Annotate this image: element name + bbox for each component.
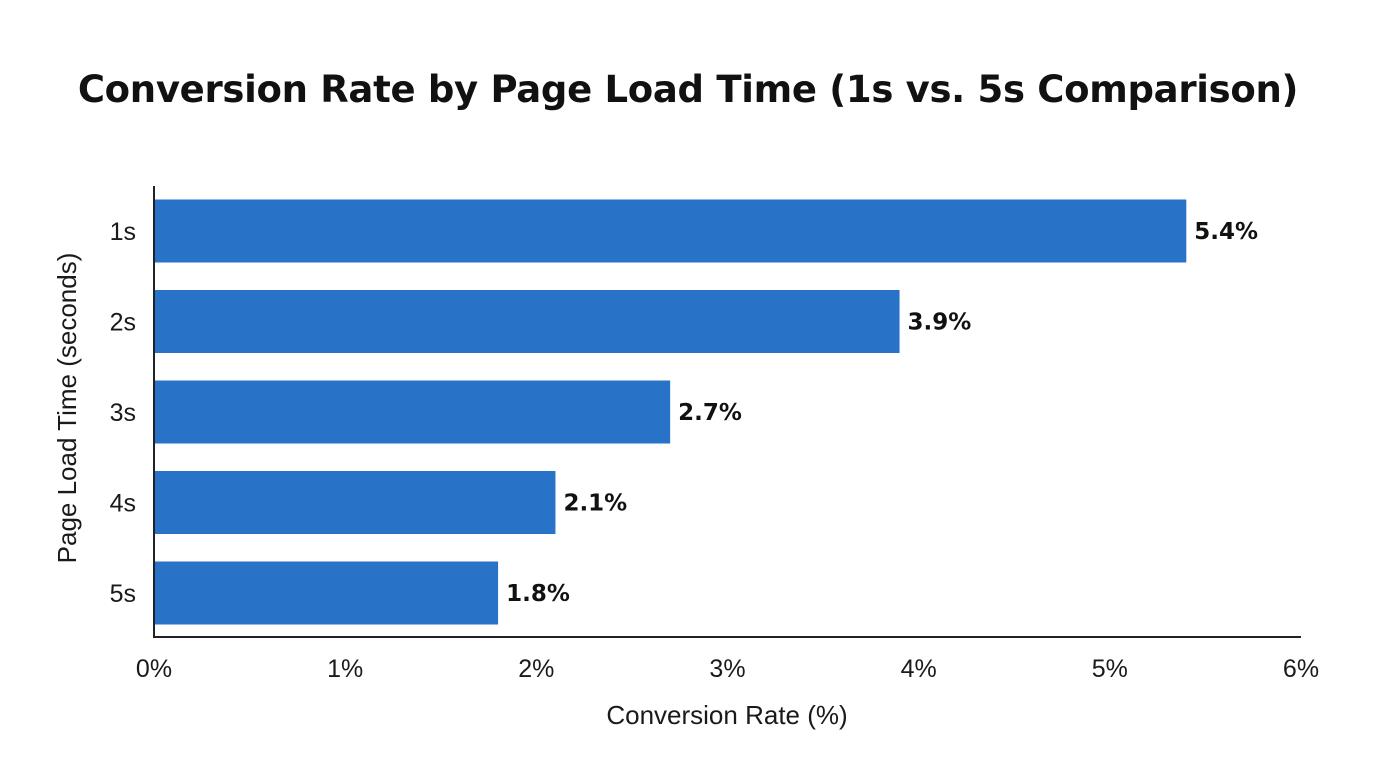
bar-3s	[154, 380, 671, 444]
y-tick-label-5s: 5s	[110, 580, 136, 608]
x-tick-label-1: 1%	[327, 655, 363, 683]
value-label-5s: 1.8%	[506, 581, 570, 607]
y-tick-labels: 1s 2s 3s 4s 5s	[110, 218, 136, 608]
x-tick-label-3: 3%	[709, 655, 745, 683]
x-tick-label-6: 6%	[1283, 655, 1319, 683]
y-tick-label-2s: 2s	[110, 309, 136, 337]
x-tick-labels: 0% 1% 2% 3% 4% 5% 6%	[136, 655, 1319, 683]
y-tick-label-3s: 3s	[110, 399, 136, 427]
value-label-2s: 3.9%	[908, 310, 972, 336]
y-tick-label-4s: 4s	[110, 490, 136, 518]
bars-layer	[154, 199, 1187, 625]
value-label-3s: 2.7%	[678, 400, 742, 426]
chart-title: Conversion Rate by Page Load Time (1s vs…	[77, 68, 1299, 111]
bar-5s	[154, 561, 499, 625]
bar-4s	[154, 471, 556, 534]
x-tick-label-2: 2%	[518, 655, 554, 683]
y-tick-label-1s: 1s	[110, 218, 136, 246]
value-labels-layer: 5.4% 3.9% 2.7% 2.1% 1.8%	[506, 219, 1258, 607]
x-axis-title: Conversion Rate (%)	[606, 700, 847, 730]
bar-1s	[154, 199, 1187, 263]
x-tick-label-0: 0%	[136, 655, 172, 683]
x-tick-label-4: 4%	[901, 655, 937, 683]
x-tick-label-5: 5%	[1092, 655, 1128, 683]
value-label-1s: 5.4%	[1194, 219, 1258, 245]
y-axis-title: Page Load Time (seconds)	[52, 253, 82, 564]
bar-2s	[154, 290, 900, 353]
value-label-4s: 2.1%	[563, 491, 627, 517]
